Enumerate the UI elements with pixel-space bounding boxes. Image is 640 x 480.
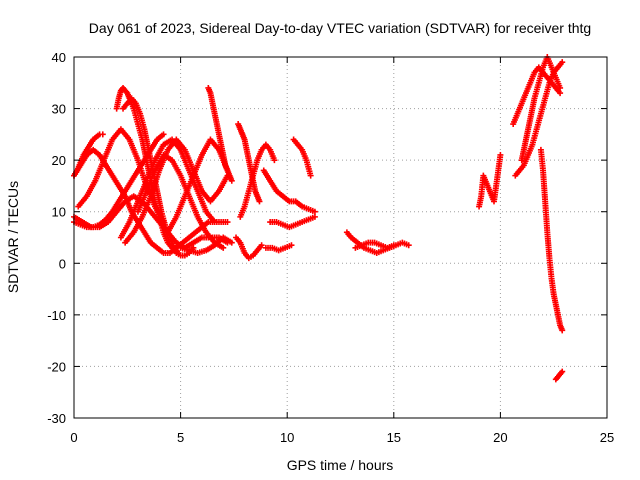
plus-marker [405, 242, 412, 249]
plus-marker [288, 242, 295, 249]
x-tick-label: 15 [387, 430, 401, 445]
series-arc-8 [122, 136, 231, 246]
x-tick-label: 10 [280, 430, 294, 445]
series-arc-28 [552, 368, 566, 383]
x-tick-label: 0 [70, 430, 77, 445]
series-arc-3 [71, 131, 106, 179]
plus-marker [557, 84, 564, 91]
plus-marker [99, 131, 106, 138]
y-tick-label: 0 [59, 256, 66, 271]
plus-marker [559, 327, 566, 334]
grid-lines [74, 57, 607, 418]
x-axis-label: GPS time / hours [287, 457, 394, 473]
plus-marker [307, 172, 314, 179]
plot-frame [73, 56, 608, 419]
series-arc-21 [343, 229, 412, 256]
plus-marker [557, 90, 564, 97]
y-tick-label: 20 [52, 153, 66, 168]
y-tick-label: -30 [47, 411, 66, 426]
chart-title: Day 061 of 2023, Sidereal Day-to-day VTE… [89, 20, 591, 36]
series-arc-17 [260, 167, 318, 215]
plus-marker [497, 151, 504, 158]
series-arc-26 [518, 54, 564, 164]
plus-marker [258, 242, 265, 249]
plus-marker [271, 157, 278, 164]
y-tick-label: -10 [47, 308, 66, 323]
series-arc-13 [205, 84, 235, 184]
series-arc-19 [262, 242, 295, 254]
data-markers [71, 54, 566, 383]
plus-marker [220, 244, 227, 251]
series-arc-22 [352, 239, 397, 251]
series-arc-12 [177, 234, 235, 256]
plus-marker [175, 249, 182, 256]
x-tick-label: 20 [493, 430, 507, 445]
plus-marker [390, 242, 397, 249]
series-arc-16 [237, 141, 278, 220]
plus-marker [256, 198, 263, 205]
series-arc-15 [233, 234, 265, 262]
series-arc-9 [117, 136, 218, 241]
series-arc-5 [75, 126, 167, 226]
plus-marker [160, 131, 167, 138]
x-tick-label: 25 [600, 430, 614, 445]
series-arc-7 [120, 95, 182, 256]
series-arc-14 [235, 121, 263, 205]
plus-marker [224, 219, 231, 226]
series-arc-27 [537, 146, 566, 334]
y-tick-label: 40 [52, 50, 66, 65]
series-arc-20 [290, 136, 314, 179]
plus-marker [228, 177, 235, 184]
y-axis-label: SDTVAR / TECUs [5, 181, 21, 293]
plus-marker [211, 219, 218, 226]
x-tick-label: 5 [177, 430, 184, 445]
series-arc-18 [267, 213, 318, 231]
plus-marker [228, 239, 235, 246]
series-arc-23 [476, 151, 504, 210]
plus-marker [311, 213, 318, 220]
axis-ticks: 0 5 10 15 20 25 -30 -20 -10 0 10 20 30 40 [47, 50, 614, 445]
y-tick-label: 10 [52, 205, 66, 220]
y-tick-label: 30 [52, 102, 66, 117]
y-tick-label: -20 [47, 359, 66, 374]
plus-marker [559, 59, 566, 66]
plus-marker [311, 208, 318, 215]
plus-marker [559, 368, 566, 375]
